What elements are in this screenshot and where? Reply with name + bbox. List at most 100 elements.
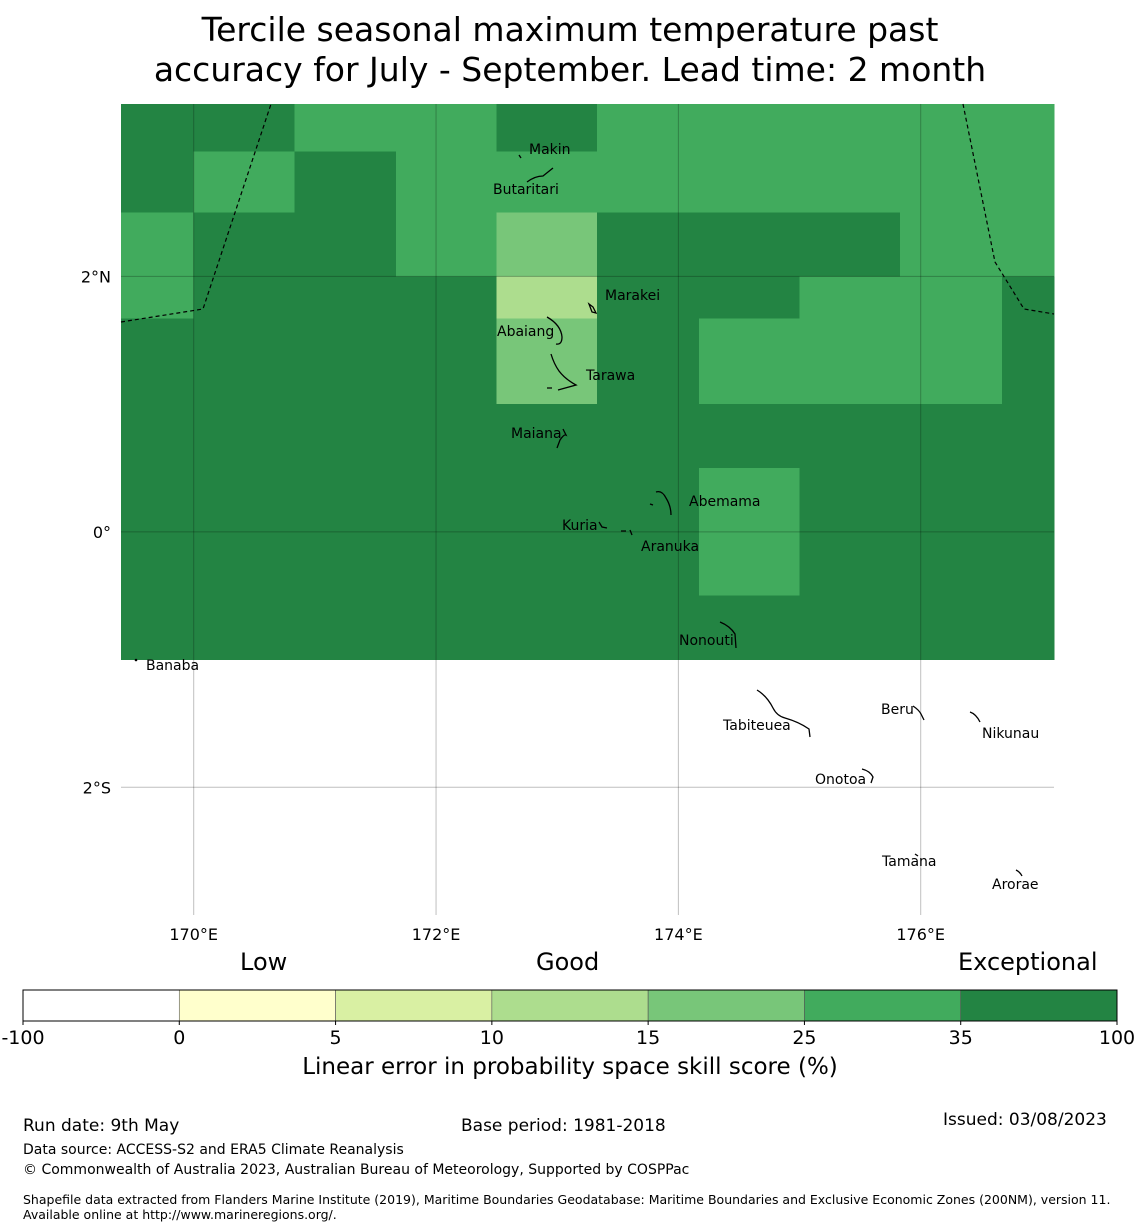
title-line-1: Tercile seasonal maximum temperature pas…	[201, 10, 939, 49]
axis-tick-labels: 170°E 172°E 174°E 176°E 2°N 0° 2°S	[81, 267, 945, 944]
colorbar-segment	[178, 989, 336, 1022]
run-date: Run date: 9th May	[23, 1116, 180, 1136]
grid-cell	[496, 404, 598, 469]
grid-cell	[496, 467, 598, 597]
grid-cell	[496, 104, 598, 152]
eez-boundary-line	[962, 103, 1055, 315]
island-label: Abaiang	[497, 324, 554, 340]
colorbar-tick-label: 35	[949, 1027, 973, 1049]
colorbar-segment	[335, 989, 493, 1022]
colorbar-tick-label: -100	[1, 1027, 44, 1049]
colorbar-tick-label: 15	[636, 1027, 660, 1049]
grid-cell	[294, 404, 397, 469]
colorbar-tick-label: 0	[173, 1027, 185, 1049]
grid-cell	[193, 595, 295, 661]
grid-cell	[597, 276, 700, 320]
grid-cell	[193, 104, 295, 152]
grid-cell	[1001, 404, 1055, 469]
colorbar-tick-label: 100	[1099, 1027, 1135, 1049]
grid-cell	[799, 404, 901, 469]
grid-cell	[193, 212, 295, 277]
eez-boundaries	[120, 103, 1055, 323]
colorbar-segment	[804, 989, 962, 1022]
grid-cell	[900, 595, 1003, 661]
grid-cell	[193, 404, 295, 469]
island-label: Tarawa	[585, 368, 635, 384]
issued-date: Issued: 03/08/2023	[943, 1110, 1107, 1130]
island-outline	[914, 853, 919, 857]
lon-tick-label: 172°E	[412, 925, 461, 944]
grid-cell	[799, 318, 901, 405]
grid-cell	[193, 467, 295, 597]
grid-cell	[396, 404, 498, 469]
island-outline	[1015, 869, 1023, 877]
lon-tick-label: 174°E	[654, 925, 703, 944]
island-outline	[556, 428, 568, 449]
island-label: Arorae	[992, 877, 1039, 893]
grid-cell	[597, 595, 700, 661]
skill-grid	[121, 104, 1055, 661]
island-outline	[598, 521, 633, 536]
colorbar-segment	[491, 989, 649, 1022]
grid-cell	[1001, 212, 1055, 277]
grid-cell	[698, 276, 801, 320]
lat-tick-label: 2°S	[83, 778, 111, 797]
map-title: Tercile seasonal maximum temperature pas…	[0, 10, 1140, 90]
grid-cell	[294, 318, 397, 405]
island-outline	[134, 658, 138, 662]
island-outline	[547, 353, 578, 391]
grid-cell	[396, 212, 498, 277]
grid-cell	[597, 318, 700, 405]
colorbar-tick-label: 10	[480, 1027, 504, 1049]
grid-cell	[698, 212, 801, 277]
island-label: Tabiteuea	[722, 718, 791, 734]
island-outline	[518, 154, 522, 159]
copyright: © Commonwealth of Australia 2023, Austra…	[23, 1162, 690, 1178]
grid-cell	[900, 318, 1003, 405]
grid-cell	[1001, 276, 1055, 320]
grid-cell	[121, 104, 195, 152]
grid-cell	[799, 212, 901, 277]
lon-tick-label: 170°E	[169, 925, 218, 944]
skill-score-map: Makin Butaritari Marakei Abaiang Tarawa Maian…	[1, 103, 1135, 1049]
island-outline	[969, 711, 981, 723]
grid-cell	[396, 276, 498, 320]
grid-cell	[799, 467, 901, 597]
island-outline	[756, 689, 811, 738]
grid-cell	[294, 212, 397, 277]
grid-cell	[496, 318, 598, 405]
eez-boundary-line	[120, 103, 272, 323]
category-good: Good	[536, 948, 600, 976]
grid-cell	[698, 595, 801, 661]
island-labels: Makin Butaritari Marakei Abaiang Tarawa Maian…	[146, 142, 1039, 893]
grid-cell	[193, 276, 295, 320]
island-label: Abemama	[689, 494, 761, 510]
colorbar-outline	[22, 989, 1118, 1022]
grid-cell	[900, 104, 1003, 152]
grid-cell	[799, 595, 901, 661]
island-outline	[649, 490, 672, 516]
island-outline	[546, 316, 563, 345]
colorbar: -100 0 5 10 15 25 35 100	[1, 989, 1135, 1049]
grid-cell	[396, 104, 498, 152]
grid-cell	[698, 318, 801, 405]
grid-cell	[121, 595, 195, 661]
colorbar-segment	[960, 989, 1118, 1022]
island-label: Marakei	[605, 288, 660, 304]
colorbar-segment	[647, 989, 805, 1022]
island-outline	[912, 705, 925, 721]
map-gridlines	[121, 104, 1054, 915]
island-label: Aranuka	[641, 539, 699, 555]
grid-cell	[698, 404, 801, 469]
grid-cell	[597, 404, 700, 469]
grid-cell	[396, 595, 498, 661]
island-label: Onotoa	[815, 772, 866, 788]
grid-cell	[121, 212, 195, 277]
island-outline	[861, 768, 874, 784]
grid-cell	[396, 467, 498, 597]
grid-cell	[1001, 467, 1055, 597]
lon-tick-label: 176°E	[896, 925, 945, 944]
category-low: Low	[240, 948, 288, 976]
grid-cell	[900, 212, 1003, 277]
data-source: Data source: ACCESS-S2 and ERA5 Climate …	[23, 1142, 404, 1158]
